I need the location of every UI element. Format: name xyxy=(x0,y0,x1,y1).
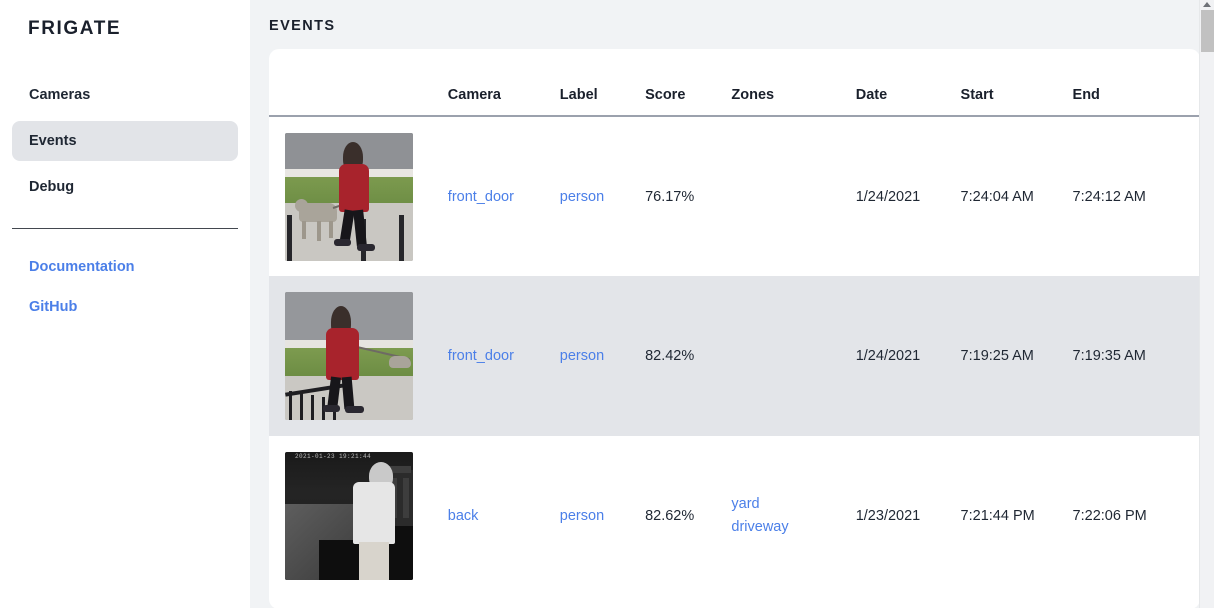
person-shoe xyxy=(323,405,340,412)
event-date: 1/24/2021 xyxy=(855,188,921,205)
app-brand-title: FRIGATE xyxy=(28,18,122,39)
event-camera-link[interactable]: front_door xyxy=(447,348,514,364)
person-shoe xyxy=(345,406,364,413)
events-table: Camera Label Score Zones Date Start End xyxy=(269,49,1200,596)
sidebar-nav: Cameras Events Debug xyxy=(0,75,250,207)
person-pants xyxy=(359,542,389,580)
sidebar-link-github[interactable]: GitHub xyxy=(29,299,78,316)
page-title: EVENTS xyxy=(269,18,336,34)
event-label-link[interactable]: person xyxy=(559,188,605,205)
event-start-time: 7:21:44 PM xyxy=(960,508,1035,524)
scrollbar-thumb[interactable] xyxy=(1201,10,1214,52)
event-zones xyxy=(731,276,855,436)
events-card: Camera Label Score Zones Date Start End xyxy=(269,49,1200,608)
sidebar-item-events[interactable]: Events xyxy=(12,120,238,162)
dog-leg xyxy=(329,220,333,238)
sidebar-link-documentation[interactable]: Documentation xyxy=(29,259,135,276)
column-header-score[interactable]: Score xyxy=(645,87,686,103)
event-zones xyxy=(731,116,855,276)
event-end-time: 7:24:12 AM xyxy=(1072,188,1146,205)
column-header-label[interactable]: Label xyxy=(559,87,598,103)
sidebar-item-cameras[interactable]: Cameras xyxy=(29,86,91,103)
column-header-date[interactable]: Date xyxy=(855,87,888,103)
event-camera-link[interactable]: front_door xyxy=(447,188,514,205)
ir-railing xyxy=(381,466,411,473)
event-thumbnail-cell xyxy=(269,116,448,276)
event-thumbnail-image[interactable] xyxy=(285,132,413,261)
dog-leg xyxy=(302,220,306,239)
dog-leg xyxy=(317,220,321,241)
ir-railing xyxy=(403,478,409,518)
event-score: 82.42% xyxy=(645,348,695,364)
event-score: 82.62% xyxy=(645,508,695,524)
table-row[interactable]: front_door person 76.17% 1/24/2021 7:24:… xyxy=(269,116,1200,276)
event-thumbnail-image[interactable]: 2021-01-23 19:21:44 xyxy=(285,452,413,580)
table-row[interactable]: 2021-01-23 19:21:44 back person 82.62% y… xyxy=(269,436,1200,596)
event-end-time: 7:22:06 PM xyxy=(1072,508,1147,524)
event-thumbnail-image[interactable] xyxy=(285,292,413,420)
column-header-thumbnail[interactable] xyxy=(269,49,448,116)
fence-post-icon xyxy=(399,214,404,261)
event-zones: yard driveway xyxy=(731,436,855,596)
column-header-zones[interactable]: Zones xyxy=(731,87,775,103)
event-camera-link[interactable]: back xyxy=(447,508,479,524)
events-table-header: Camera Label Score Zones Date Start End xyxy=(269,49,1200,116)
gate-bar xyxy=(300,393,303,420)
sidebar: FRIGATE Cameras Events Debug Documentati… xyxy=(0,0,250,608)
event-thumbnail-cell: 2021-01-23 19:21:44 xyxy=(269,436,448,596)
events-table-body: front_door person 76.17% 1/24/2021 7:24:… xyxy=(269,116,1200,596)
person-white-shirt xyxy=(353,482,395,544)
person-red-coat xyxy=(339,163,369,212)
gate-bar xyxy=(289,391,292,420)
column-header-camera[interactable]: Camera xyxy=(447,87,501,103)
person-shoe xyxy=(357,243,375,251)
ir-timestamp-overlay: 2021-01-23 19:21:44 xyxy=(295,453,372,460)
event-end-time: 7:19:35 AM xyxy=(1072,348,1146,364)
gate-bar xyxy=(311,395,314,420)
event-score: 76.17% xyxy=(645,188,695,205)
table-header-row: Camera Label Score Zones Date Start End xyxy=(269,49,1200,116)
sidebar-divider xyxy=(12,228,238,230)
table-row[interactable]: front_door person 82.42% 1/24/2021 7:19:… xyxy=(269,276,1200,436)
event-thumbnail-cell xyxy=(269,276,448,436)
event-start-time: 7:24:04 AM xyxy=(960,188,1034,205)
sidebar-item-debug[interactable]: Debug xyxy=(29,179,75,196)
person-shoe xyxy=(334,238,351,246)
column-header-start[interactable]: Start xyxy=(960,87,994,103)
event-zone-link-driveway[interactable]: driveway xyxy=(731,519,789,535)
event-date: 1/24/2021 xyxy=(855,348,921,364)
column-header-end[interactable]: End xyxy=(1072,87,1100,103)
dog-head xyxy=(295,198,308,212)
dog-body xyxy=(389,356,411,368)
person-red-coat xyxy=(326,328,359,380)
page-scrollbar[interactable] xyxy=(1199,0,1214,608)
event-start-time: 7:19:25 AM xyxy=(960,348,1034,364)
main-content: EVENTS Camera Label Score Zones Date Sta… xyxy=(250,0,1214,608)
fence-post-icon xyxy=(287,214,292,261)
scroll-up-arrow-icon[interactable] xyxy=(1203,2,1211,7)
event-label-link[interactable]: person xyxy=(559,348,605,364)
event-zone-link-yard[interactable]: yard xyxy=(731,495,760,512)
sidebar-external-links: Documentation GitHub xyxy=(0,247,250,327)
event-date: 1/23/2021 xyxy=(855,508,921,524)
dog-body xyxy=(299,202,337,222)
event-label-link[interactable]: person xyxy=(559,508,605,524)
